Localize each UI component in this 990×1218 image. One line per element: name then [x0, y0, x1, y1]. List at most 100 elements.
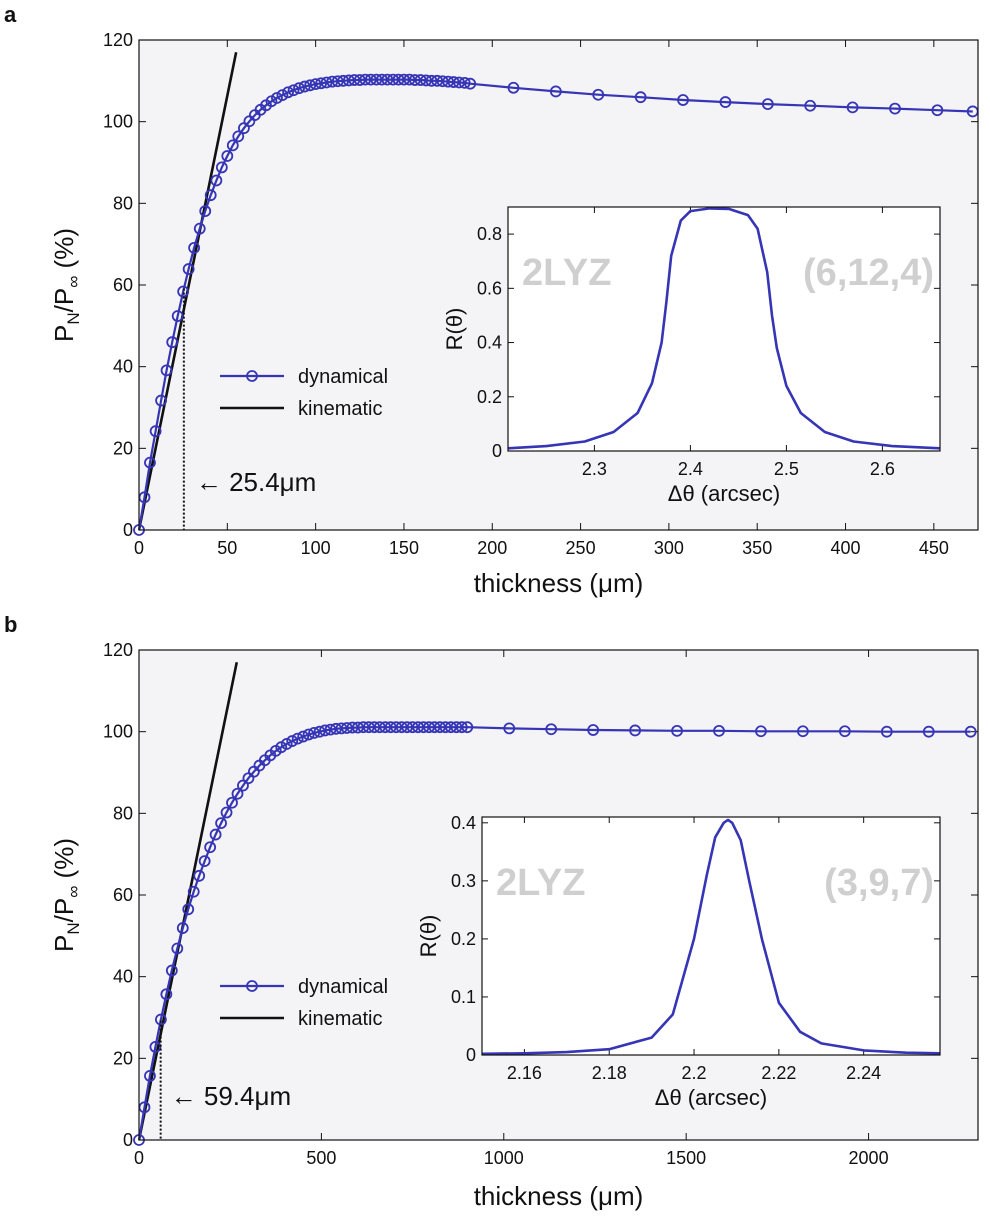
dynamical-point [375, 73, 388, 86]
dynamical-point [755, 725, 767, 738]
inset-frame [507, 206, 941, 452]
inset-x-tick-label: 2.18 [592, 1063, 627, 1083]
dynamical-point [353, 74, 366, 86]
inset-y-tick-label: 0.4 [477, 333, 502, 353]
dynamical-point [379, 721, 392, 734]
x-tick-label: 450 [919, 538, 949, 558]
dynamical-point [390, 721, 403, 734]
dynamical-point [671, 724, 683, 737]
dynamical-point [182, 263, 195, 275]
dynamical-point [464, 77, 477, 90]
dynamical-point [342, 74, 355, 87]
dynamical-point [154, 1013, 167, 1026]
inset-x-tick-label: 2.22 [761, 1063, 796, 1083]
dynamical-point [182, 903, 195, 916]
dynamical-point [461, 721, 474, 734]
dynamical-point [351, 721, 364, 734]
panel-letter-a: a [4, 2, 17, 27]
annotation-label: ← 59.4μm [171, 1081, 291, 1111]
dynamical-point [412, 721, 424, 734]
dynamical-point [198, 855, 211, 868]
inset-label-right: (3,9,7) [824, 862, 934, 904]
dynamical-point [458, 76, 471, 89]
dynamical-point [587, 724, 600, 736]
dynamical-point [414, 74, 427, 86]
dynamical-point [420, 74, 432, 87]
dynamical-point [592, 88, 605, 101]
dynamical-point [276, 89, 289, 102]
dynamical-point [293, 82, 305, 95]
x-tick-label: 2000 [849, 1148, 889, 1168]
dynamical-point [406, 721, 419, 734]
dynamical-point [392, 73, 405, 86]
dynamical-point [403, 73, 416, 86]
legend-marker-dynamical [246, 980, 258, 992]
legend-label-kinematic: kinematic [298, 1008, 382, 1030]
dynamical-point [193, 869, 206, 882]
dynamical-point [232, 130, 245, 143]
dynamical-point [362, 721, 375, 734]
dynamical-point [304, 79, 317, 92]
dynamical-point [677, 94, 689, 106]
dynamical-point [453, 76, 465, 89]
dynamical-point [545, 723, 558, 736]
panel-letter-b: b [4, 612, 17, 637]
y-tick-label: 100 [103, 722, 133, 742]
inset-label-right: (6,12,4) [803, 252, 934, 294]
dynamical-point [797, 725, 809, 738]
x-tick-label: 400 [831, 538, 861, 558]
dynamical-point [302, 728, 315, 741]
inset-y-axis-label: R(θ) [416, 915, 441, 958]
dynamical-point [165, 964, 178, 977]
plot-frame [138, 649, 979, 1141]
y-tick-label: 60 [113, 275, 133, 295]
dynamical-point [436, 75, 449, 88]
legend-marker-dynamical [246, 370, 258, 382]
dynamical-point [291, 732, 304, 745]
x-tick-label: 250 [566, 538, 596, 558]
dynamical-point [144, 456, 156, 469]
legend-label-dynamical: dynamical [298, 366, 388, 388]
dynamical-point [210, 174, 223, 187]
dynamical-point [193, 222, 206, 235]
dynamical-point [423, 721, 435, 734]
x-tick-label: 200 [477, 538, 507, 558]
dynamical-point [359, 73, 372, 86]
dynamical-point [160, 988, 173, 1001]
x-tick-label: 0 [134, 538, 144, 558]
dynamical-point [364, 73, 377, 86]
dynamical-point [346, 721, 359, 734]
annotation-label: ← 25.4μm [196, 467, 316, 497]
dynamical-point [319, 724, 331, 737]
y-tick-label: 80 [113, 193, 133, 213]
plot-frame [138, 39, 979, 531]
dynamical-point [176, 922, 189, 934]
y-tick-label: 0 [123, 1130, 133, 1150]
dynamical-point [370, 73, 383, 86]
inset-y-tick-label: 0.1 [451, 987, 476, 1007]
x-axis-label: thickness (μm) [474, 1181, 644, 1211]
inset-y-tick-label: 0.4 [451, 813, 476, 833]
dynamical-point [215, 817, 227, 830]
dynamical-point [160, 364, 173, 377]
dynamical-point [387, 73, 399, 86]
dynamical-point [204, 841, 217, 854]
dynamical-point [444, 721, 457, 734]
dynamical-point [846, 101, 859, 114]
inset-frame [481, 816, 941, 1056]
dynamical-point [309, 78, 322, 90]
dynamical-point [308, 726, 320, 739]
dynamical-point [442, 75, 455, 88]
dynamical-point [838, 725, 851, 738]
y-tick-label: 120 [103, 30, 133, 50]
dynamical-point [231, 787, 244, 800]
dynamical-point [188, 241, 201, 254]
dynamical-point [447, 76, 460, 88]
dynamical-point [171, 942, 184, 955]
inset-label-left: 2LYZ [496, 862, 585, 904]
x-tick-label: 50 [217, 538, 237, 558]
y-axis-label: PN/P∞ (%) [49, 838, 83, 952]
dynamical-point [320, 76, 333, 89]
dynamical-point [326, 75, 339, 88]
y-tick-label: 20 [113, 1048, 133, 1068]
